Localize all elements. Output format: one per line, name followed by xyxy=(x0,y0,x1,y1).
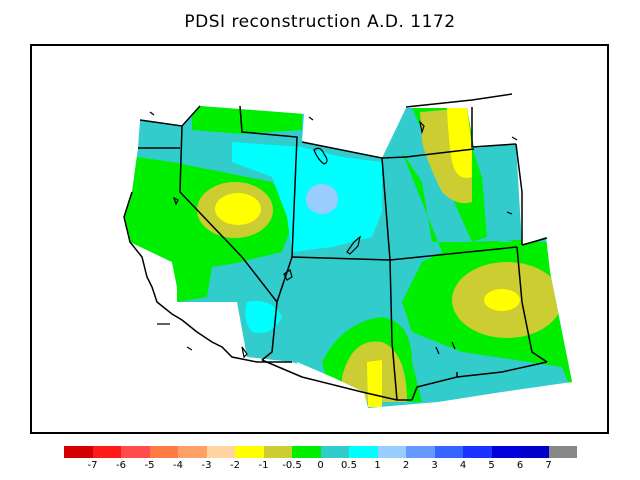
border-wy-ne xyxy=(381,148,475,159)
lake-ne-3 xyxy=(506,211,513,215)
legend-tick-label: 2 xyxy=(402,460,410,471)
lake-tahoe xyxy=(172,196,179,206)
border-sd xyxy=(515,143,523,245)
map-frame xyxy=(30,44,609,434)
lake-powell xyxy=(346,235,361,255)
state-borders xyxy=(123,93,548,401)
pdsi-field xyxy=(124,106,572,408)
legend-swatch xyxy=(206,446,235,458)
pdsi-map xyxy=(123,93,572,408)
legend-tick-label: -7 xyxy=(87,460,98,471)
border-ca-nv xyxy=(179,125,278,303)
legend-tick-label: 0.5 xyxy=(341,460,357,471)
legend-tick-label: -2 xyxy=(230,460,240,471)
great-salt-lake xyxy=(313,147,328,165)
field-yellow-nv xyxy=(215,193,261,225)
lake-misc-3 xyxy=(435,346,440,355)
legend-tick-label: 4 xyxy=(459,460,467,471)
lake-misc-2 xyxy=(308,116,314,121)
field-cyan-sw xyxy=(245,301,282,333)
lake-ne-2 xyxy=(511,136,518,141)
color-scale xyxy=(64,446,577,458)
legend-swatch xyxy=(263,446,292,458)
map-title: PDSI reconstruction A.D. 1172 xyxy=(184,12,456,32)
border-tx-panhandle xyxy=(516,246,548,363)
legend-tick-label: -3 xyxy=(201,460,212,471)
legend-swatch xyxy=(64,446,93,458)
legend-swatch xyxy=(491,446,520,458)
legend-swatch xyxy=(548,446,577,458)
legend-tick-label: -4 xyxy=(173,460,183,471)
border-id-mt xyxy=(239,105,298,258)
border-nv-ut xyxy=(291,256,391,261)
legend-swatch xyxy=(178,446,207,458)
lake-mead xyxy=(283,269,293,281)
lakes xyxy=(149,111,518,359)
border-mt-nd xyxy=(471,107,517,148)
legend-tick-label: -0.5 xyxy=(282,460,302,471)
channel-islands xyxy=(157,323,193,351)
field-lightblue xyxy=(306,184,338,214)
legend-tick-label: -5 xyxy=(144,460,155,471)
border-ne-ks xyxy=(405,93,513,108)
legend-tick-label: 7 xyxy=(545,460,552,471)
legend-swatch xyxy=(292,446,321,458)
legend-swatch xyxy=(434,446,463,458)
legend-swatch xyxy=(235,446,264,458)
legend-tick-label: -1 xyxy=(258,460,269,471)
border-ut-co xyxy=(389,259,398,401)
lake-misc-1 xyxy=(149,111,155,116)
legend-tick-label: 6 xyxy=(516,460,524,471)
border-az-mex xyxy=(261,359,412,401)
border-ks-ok xyxy=(521,237,548,246)
legend-tick-label: 0 xyxy=(317,460,324,471)
border-az-nm xyxy=(261,256,293,361)
legend-swatch xyxy=(377,446,406,458)
legend-swatch xyxy=(463,446,492,458)
field-yellow-east xyxy=(484,289,520,311)
color-scale-labels: -7 -6 -5 -4 -3 -2 -1 -0.5 0 0.5 1 2 3 4 5 6 7 xyxy=(0,460,640,474)
field-green-north xyxy=(192,106,302,134)
coastline xyxy=(123,191,292,363)
border-co-ks xyxy=(389,246,518,261)
lake-ne-1 xyxy=(419,120,425,135)
field-yellow-ne xyxy=(447,108,472,178)
mexico-cutout xyxy=(292,362,368,408)
legend-tick-label: -6 xyxy=(116,460,126,471)
legend-swatch xyxy=(520,446,549,458)
legend-swatch xyxy=(121,446,150,458)
legend-swatch xyxy=(92,446,121,458)
legend-swatch xyxy=(320,446,349,458)
legend-tick-label: 5 xyxy=(488,460,495,471)
legend-tick-label: 3 xyxy=(431,460,438,471)
legend-tick-label: 1 xyxy=(374,460,381,471)
legend-swatch xyxy=(349,446,378,458)
lake-misc-4 xyxy=(451,341,456,350)
salton-sea xyxy=(241,346,248,359)
legend-swatch xyxy=(149,446,178,458)
field-yellow-south xyxy=(367,360,382,407)
legend-swatch xyxy=(406,446,435,458)
